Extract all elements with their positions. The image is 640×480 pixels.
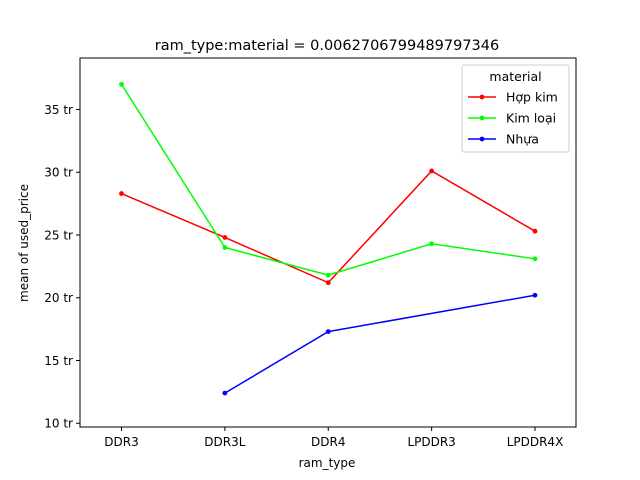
legend-title: material <box>489 69 541 84</box>
data-point-s0-lpddr3 <box>429 168 435 174</box>
chart-title: ram_type:material = 0.006270679948979734… <box>155 38 500 54</box>
y-tick-label-30: 30 tr <box>44 166 73 180</box>
legend-marker-0 <box>479 94 485 100</box>
data-point-s1-ddr4 <box>325 272 331 278</box>
data-point-s1-lpddr4x <box>532 256 538 262</box>
y-tick-label-15: 15 tr <box>44 354 73 368</box>
x-tick-label-lpddr4x: LPDDR4X <box>507 435 564 449</box>
legend-label-2: Nhựa <box>506 132 539 147</box>
x-tick-label-ddr4: DDR4 <box>311 435 345 449</box>
data-point-s0-lpddr4x <box>532 228 538 234</box>
y-tick-label-20: 20 tr <box>44 291 73 305</box>
y-axis-label: mean of used_price <box>17 184 31 302</box>
y-tick-label-25: 25 tr <box>44 228 73 242</box>
legend-label-1: Kim loại <box>506 111 556 126</box>
legend-box <box>461 64 570 153</box>
series-layer <box>119 81 538 396</box>
x-tick-label-lpddr3: LPDDR3 <box>407 435 455 449</box>
data-point-s2-ddr4 <box>325 329 331 335</box>
data-point-s1-lpddr3 <box>429 241 435 247</box>
legend-marker-2 <box>479 136 485 142</box>
y-tick-label-10: 10 tr <box>44 417 73 431</box>
x-tick-label-ddr3l: DDR3L <box>204 435 245 449</box>
legend: material Hợp kim Kim loại Nhựa <box>461 64 570 153</box>
data-point-s0-ddr3 <box>119 191 124 196</box>
data-point-s1-ddr3l <box>222 245 228 250</box>
legend-marker-1 <box>479 115 485 121</box>
x-tick-label-ddr3: DDR3 <box>104 435 138 449</box>
axes-layer: DDR3 DDR3L DDR4 LPDDR3 LPDDR4X 10 tr 15 tr 20 t… <box>44 103 563 449</box>
data-point-s2-ddr3l <box>222 390 228 396</box>
legend-label-0: Hợp kim <box>506 90 558 105</box>
data-point-s0-ddr3l <box>222 235 228 240</box>
data-point-s2-lpddr4x <box>532 292 538 298</box>
data-point-s0-ddr4 <box>325 280 331 286</box>
y-tick-label-35: 35 tr <box>44 103 73 117</box>
x-axis-label: ram_type <box>299 456 356 470</box>
data-point-s1-ddr3 <box>119 81 124 87</box>
